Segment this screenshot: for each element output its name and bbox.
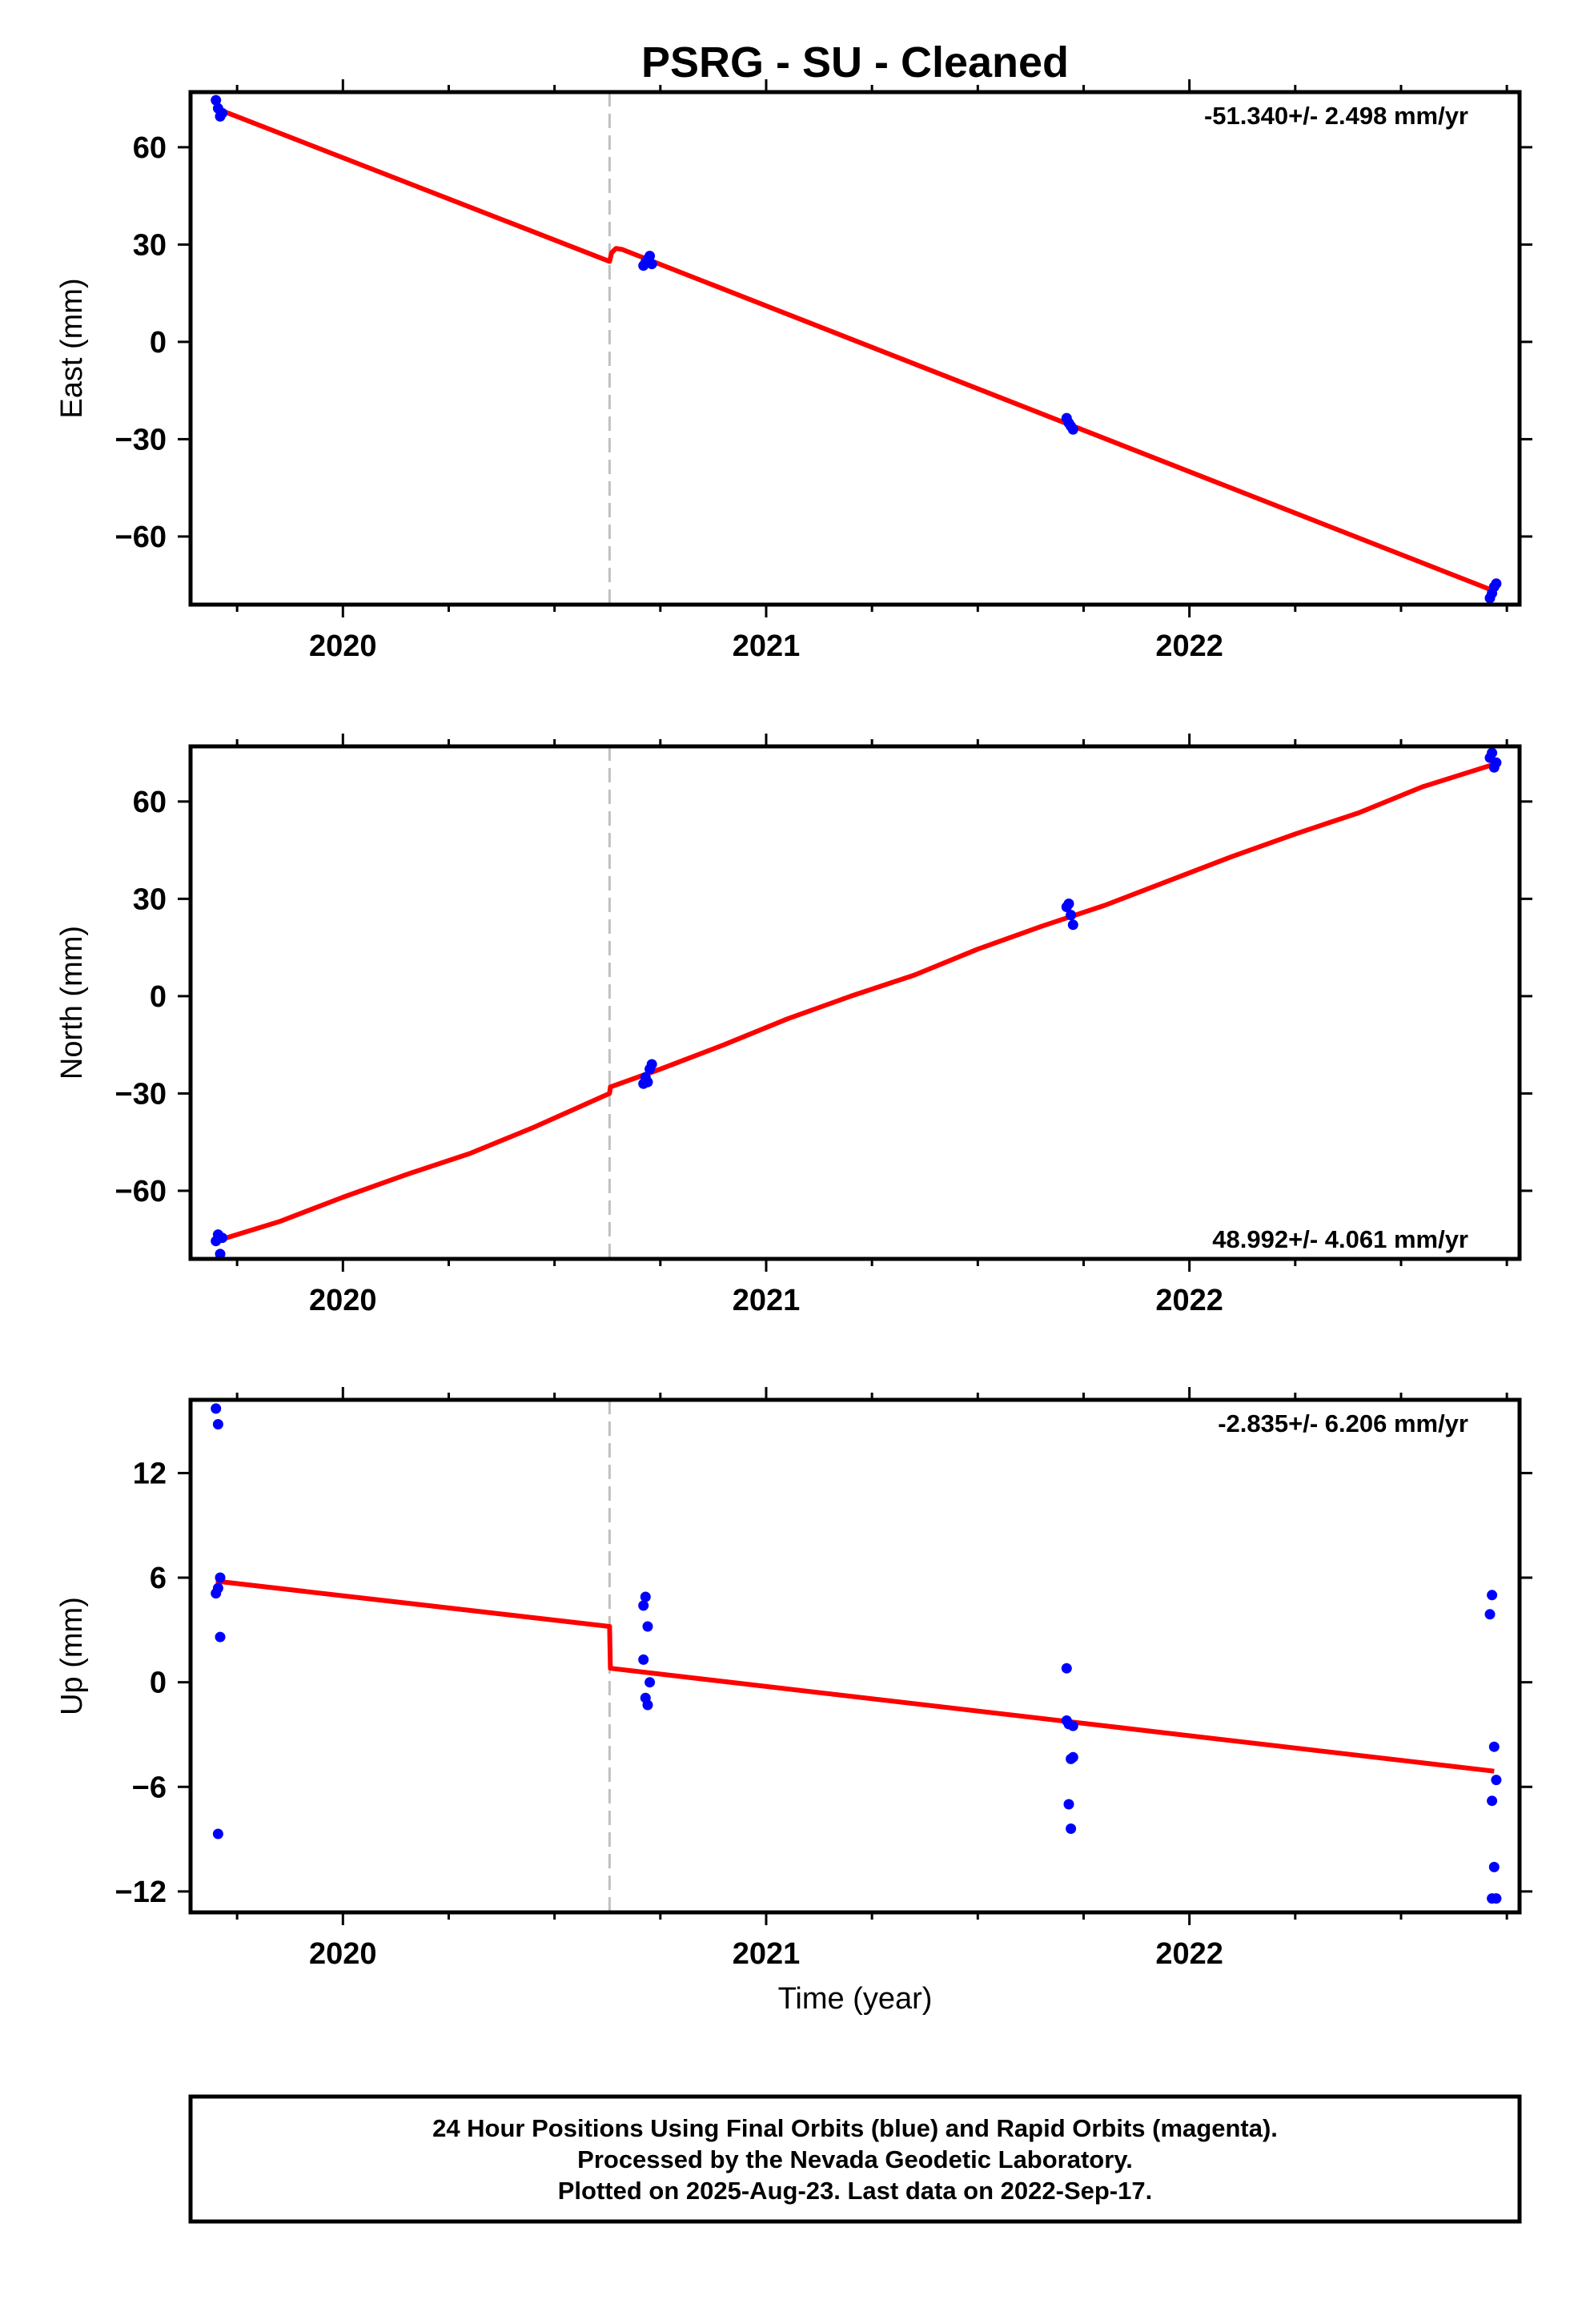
up-data-point <box>1066 1823 1077 1834</box>
north-data-point <box>217 1232 228 1244</box>
up-y-tick-label: 6 <box>150 1562 167 1595</box>
up-data-point <box>1491 1775 1502 1786</box>
north-x-tick-label: 2020 <box>309 1284 377 1317</box>
up-data-point <box>212 1828 223 1839</box>
up-y-tick-label: 12 <box>133 1457 167 1490</box>
x-axis-label: Time (year) <box>778 1982 933 2016</box>
east-data-point <box>1067 424 1078 435</box>
north-panel: 2020 2021 2022 −60 −30 0 30 60 North (mm) 48.992+… <box>55 734 1532 1317</box>
up-x-tick-label: 2021 <box>733 1937 801 1971</box>
up-data-point <box>1067 1751 1078 1763</box>
north-plot-frame <box>188 744 1522 1261</box>
east-x-tick-label: 2022 <box>1155 629 1223 663</box>
east-y-tick-label: 30 <box>133 228 167 262</box>
up-y-tick-label: −6 <box>132 1771 167 1804</box>
up-data-point <box>642 1699 653 1711</box>
north-y-tick-label: 60 <box>133 786 167 819</box>
north-y-tick-label: −30 <box>115 1077 167 1111</box>
east-data-point <box>644 251 656 262</box>
north-y-tick-label: 30 <box>133 883 167 916</box>
up-data-point <box>1487 1590 1498 1601</box>
footer-line-2: Processed by the Nevada Geodetic Laborat… <box>577 2145 1133 2173</box>
east-y-tick-label: −60 <box>115 521 167 554</box>
up-y-tick-label: 0 <box>150 1667 167 1700</box>
north-y-tick-label: −60 <box>115 1175 167 1208</box>
north-model-line <box>215 762 1496 1244</box>
up-data-point <box>212 1419 223 1429</box>
north-data-point <box>1067 919 1078 931</box>
east-panel: 2020 2021 2022 −60 −30 0 30 60 East (mm) -51.340+… <box>55 79 1532 663</box>
chart-title: PSRG - SU - Cleaned <box>641 38 1069 86</box>
north-y-tick-label: 0 <box>150 980 167 1014</box>
up-plot-frame <box>188 1397 1522 1915</box>
up-x-tick-label: 2022 <box>1155 1937 1223 1971</box>
up-data-point <box>1067 1720 1078 1731</box>
up-data-point <box>1061 1663 1072 1674</box>
footer-box <box>188 2094 1522 2224</box>
up-y-axis-label: Up (mm) <box>55 1597 89 1715</box>
footer-line-1: 24 Hour Positions Using Final Orbits (bl… <box>432 2114 1278 2142</box>
up-y-tick-label: −12 <box>115 1876 167 1909</box>
up-data-point <box>215 1631 226 1642</box>
east-y-tick-label: −30 <box>115 423 167 456</box>
up-rate-label: -2.835+/- 6.206 mm/yr <box>1218 1409 1468 1437</box>
north-data-point <box>1063 899 1074 909</box>
east-plot-frame <box>188 90 1522 607</box>
north-rate-label: 48.992+/- 4.061 mm/yr <box>1212 1225 1468 1253</box>
up-data-point <box>638 1654 649 1665</box>
east-rate-label: -51.340+/- 2.498 mm/yr <box>1204 102 1468 130</box>
east-model-line <box>215 106 1496 593</box>
east-y-axis-label: East (mm) <box>55 278 89 418</box>
north-x-tick-label: 2022 <box>1155 1284 1223 1317</box>
up-data-point <box>642 1621 653 1632</box>
east-data-point <box>646 259 657 270</box>
east-y-tick-label: 0 <box>150 326 167 360</box>
east-data-point <box>211 94 222 106</box>
up-data-point <box>212 1582 223 1594</box>
east-x-tick-label: 2021 <box>733 629 801 663</box>
north-data-point <box>1491 757 1502 768</box>
up-data-point <box>1488 1741 1500 1752</box>
east-x-tick-label: 2020 <box>309 629 377 663</box>
up-data-point <box>211 1403 222 1414</box>
north-data-point <box>642 1076 653 1088</box>
up-data-point <box>1484 1609 1496 1620</box>
up-x-tick-label: 2020 <box>309 1937 377 1971</box>
north-data-point <box>1066 910 1077 921</box>
up-data-point <box>644 1677 656 1688</box>
north-data-point <box>215 1248 226 1260</box>
up-model-line <box>215 1578 1495 1774</box>
up-data-point <box>640 1591 651 1602</box>
up-data-point <box>215 1572 226 1583</box>
up-panel: 2020 2021 2022 −12 −6 0 6 12 Up (mm) -2.835+/- 6.… <box>55 1387 1532 1971</box>
east-data-point <box>1491 578 1502 589</box>
north-data-point <box>1487 747 1498 758</box>
up-data-point <box>1488 1861 1500 1872</box>
east-data-point <box>217 107 228 119</box>
north-data-point <box>646 1059 657 1070</box>
up-data-point <box>1487 1893 1498 1904</box>
north-y-axis-label: North (mm) <box>55 926 89 1080</box>
up-data-point <box>1063 1799 1074 1810</box>
up-data-point <box>1487 1795 1498 1807</box>
east-y-tick-label: 60 <box>133 131 167 165</box>
footer-line-3: Plotted on 2025-Aug-23. Last data on 202… <box>558 2177 1152 2205</box>
north-x-tick-label: 2021 <box>733 1284 801 1317</box>
up-data-point <box>638 1600 649 1611</box>
